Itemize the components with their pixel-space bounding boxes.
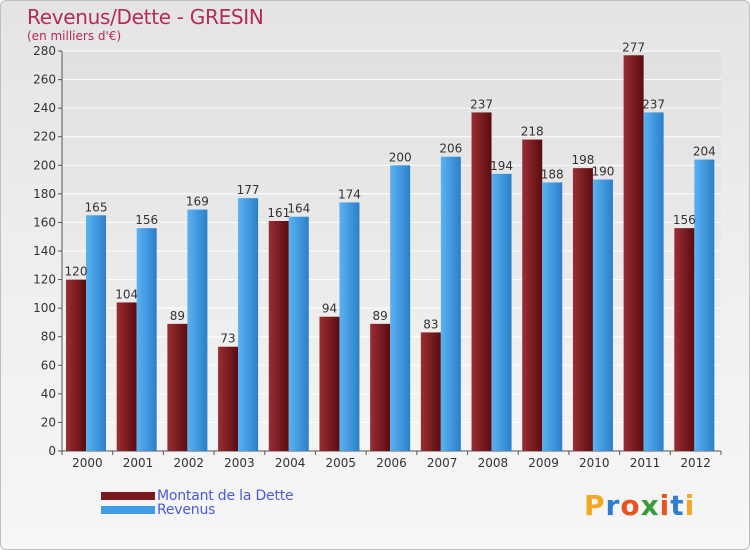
legend-label-dette: Montant de la Dette [157,488,294,504]
logo-letter: o [620,489,641,522]
x-tick-label: 2000 [72,456,103,470]
x-tick-label: 2005 [326,456,357,470]
bar-dette [218,346,239,451]
y-tick-label: 80 [41,330,56,344]
bar-revenus [643,112,664,451]
bar-dette [66,279,86,451]
y-tick-label: 220 [33,130,56,144]
y-tick-label: 120 [33,273,56,287]
bar-dette [370,323,391,451]
data-label-dette: 89 [170,309,185,323]
y-tick-label: 20 [41,415,56,429]
data-label-dette: 161 [267,206,290,220]
x-tick-label: 2011 [630,456,661,470]
bar-dette [522,139,543,452]
y-tick-label: 240 [33,101,56,115]
legend-item-dette: Montant de la Dette [101,488,294,504]
bar-dette [623,55,644,452]
bar-dette [319,316,340,451]
chart-title: Revenus/Dette - GRESIN [27,5,264,29]
bar-revenus [187,209,208,451]
bar-revenus [390,165,411,452]
bar-dette [268,221,289,451]
data-label-dette: 218 [521,125,544,139]
x-tick-label: 2012 [680,456,711,470]
bar-dette [420,332,441,451]
data-label-dette: 104 [115,287,138,301]
data-label-dette: 94 [322,302,337,316]
logo-letter: i [659,489,671,522]
data-label-revenus: 177 [237,183,260,197]
data-label-dette: 83 [423,317,438,331]
x-tick-label: 2006 [376,456,407,470]
legend-swatch-revenus [101,506,155,514]
logo-letter: r [605,489,621,522]
data-label-revenus: 204 [693,145,716,159]
data-label-revenus: 174 [338,187,361,201]
legend-item-revenus: Revenus [101,502,215,518]
x-tick-label: 2010 [579,456,610,470]
x-tick-label: 2001 [123,456,154,470]
data-label-dette: 120 [65,265,88,279]
legend-swatch-dette [101,492,155,500]
data-label-dette: 198 [571,153,594,167]
x-tick-label: 2004 [275,456,306,470]
bar-revenus [238,198,259,451]
bar-revenus [339,202,360,451]
data-label-revenus: 188 [541,167,564,181]
logo-letter: i [684,489,696,522]
bar-revenus [491,173,512,451]
y-tick-label: 200 [33,158,56,172]
y-tick-label: 260 [33,73,56,87]
logo-letter: P [584,489,606,522]
bar-dette [167,323,188,451]
bar-dette [674,228,695,451]
data-label-revenus: 164 [287,202,310,216]
y-tick-label: 160 [33,215,56,229]
x-tick-label: 2009 [528,456,559,470]
bar-dette [471,112,492,451]
logo-letter: x [640,489,660,522]
bar-revenus [440,156,461,451]
data-label-dette: 89 [373,309,388,323]
bar-revenus [694,159,715,452]
x-tick-label: 2002 [173,456,204,470]
y-tick-label: 280 [33,44,56,58]
data-label-revenus: 165 [85,200,108,214]
x-tick-label: 2007 [427,456,458,470]
y-tick-label: 140 [33,244,56,258]
data-label-revenus: 237 [642,97,665,111]
data-label-dette: 277 [622,40,645,54]
bar-revenus [288,216,309,451]
logo-letter: t [670,489,685,522]
data-label-revenus: 169 [186,195,209,209]
data-label-revenus: 156 [135,213,158,227]
y-tick-label: 0 [48,444,56,458]
bar-revenus [592,179,613,452]
data-label-revenus: 194 [490,159,513,173]
data-label-dette: 156 [673,213,696,227]
y-tick-label: 180 [33,187,56,201]
x-tick-label: 2008 [478,456,509,470]
bar-dette [116,302,137,451]
y-tick-label: 60 [41,358,56,372]
bar-revenus [86,215,106,451]
data-label-dette: 73 [220,332,235,346]
data-label-revenus: 206 [439,142,462,156]
bar-revenus [136,228,157,451]
x-tick-label: 2003 [224,456,255,470]
bar-revenus [542,182,563,451]
data-label-dette: 237 [470,97,493,111]
legend-label-revenus: Revenus [157,502,216,518]
bar-dette [572,168,593,451]
proxiti-logo: Proxiti [584,489,695,522]
chart-subtitle: (en milliers d'€) [27,29,122,43]
y-tick-label: 100 [33,301,56,315]
y-tick-label: 40 [41,387,56,401]
data-label-revenus: 190 [591,165,614,179]
data-label-revenus: 200 [389,150,412,164]
